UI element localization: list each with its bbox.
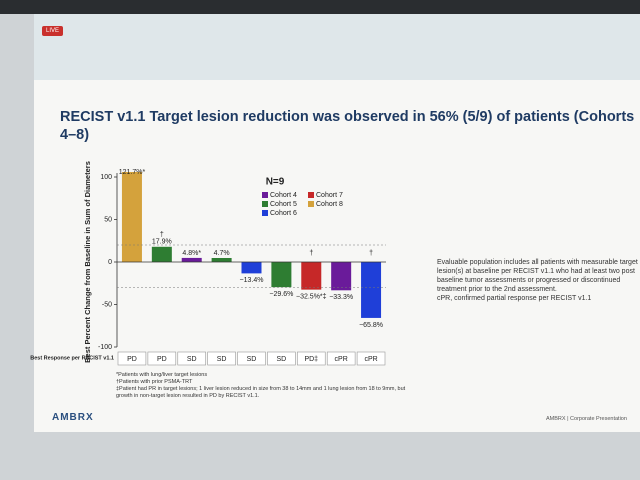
category-cell — [147, 351, 177, 366]
y-tick-label: -50 — [102, 301, 112, 308]
footer: AMBRX | Corporate Presentation — [546, 416, 627, 422]
legend-label: Cohort 7 — [316, 192, 343, 199]
bar — [151, 246, 172, 262]
bar — [361, 262, 382, 318]
category-cell — [177, 351, 206, 366]
bar — [331, 262, 352, 291]
bar — [241, 262, 262, 274]
y-tick-label: 50 — [104, 216, 112, 223]
footnote: ‡Patient had PR in target lesions; 1 liv… — [116, 386, 406, 399]
x-tick-label: SD — [187, 356, 197, 363]
screen-bezel — [0, 0, 640, 14]
category-cell — [326, 351, 356, 366]
category-cell — [237, 351, 266, 366]
logo: AMBRX — [52, 412, 94, 423]
value-label: −29.6% — [269, 291, 293, 298]
header-band — [34, 14, 640, 80]
category-cell — [267, 351, 296, 366]
category-cell — [117, 351, 147, 366]
bar — [211, 258, 232, 262]
y-tick-label: 0 — [108, 259, 112, 266]
value-label: 17.9% — [152, 239, 172, 246]
value-label: −33.3% — [329, 294, 353, 301]
y-tick-label: 100 — [100, 174, 112, 181]
legend-swatch — [262, 201, 268, 207]
legend-label: Cohort 8 — [316, 201, 343, 208]
footnote: †Patients with prior PSMA-TRT — [116, 379, 193, 385]
x-tick-label: cPR — [364, 356, 377, 363]
bar — [301, 262, 322, 290]
n-annotation: N=9 — [266, 177, 285, 188]
x-tick-label: SD — [217, 356, 227, 363]
value-label: −13.4% — [240, 277, 264, 284]
value-label: 4.8%* — [182, 250, 201, 257]
marker: † — [369, 250, 373, 257]
bar — [181, 257, 202, 262]
legend-label: Cohort 6 — [270, 210, 297, 217]
legend-swatch — [308, 201, 314, 207]
legend-swatch — [262, 210, 268, 216]
live-badge: LIVE — [42, 26, 64, 36]
x-tick-label: SD — [277, 356, 287, 363]
x-tick-label: PD — [157, 356, 167, 363]
value-label: −65.8% — [359, 322, 383, 329]
note-text: Evaluable population includes all patien… — [437, 259, 638, 293]
x-tick-label: cPR — [335, 356, 348, 363]
x-tick-label: PD‡ — [304, 356, 318, 363]
category-cell — [297, 351, 326, 366]
value-label: −32.5%*‡ — [296, 293, 327, 300]
marker: † — [309, 250, 313, 257]
y-tick-label: -100 — [98, 344, 112, 351]
row-label: Best Response per RECIST v1.1 — [30, 355, 114, 361]
bar — [271, 262, 292, 288]
legend-swatch — [308, 192, 314, 198]
x-tick-label: PD — [127, 356, 137, 363]
value-label: 121.7%* — [119, 169, 146, 176]
category-cell — [207, 351, 236, 366]
bars — [121, 172, 382, 318]
x-tick-label: SD — [247, 356, 257, 363]
legend-swatch — [262, 192, 268, 198]
footnotes: *Patients with lung/liver target lesions… — [116, 372, 416, 400]
y-axis-label: Best Percent Change from Baseline in Sum… — [83, 161, 92, 363]
note: Evaluable population includes all patien… — [437, 258, 640, 303]
footnote: *Patients with lung/liver target lesions — [116, 372, 208, 378]
note-abbrev: cPR, confirmed partial response per RECI… — [437, 295, 592, 302]
bar — [121, 172, 142, 262]
slide-title: RECIST v1.1 Target lesion reduction was … — [60, 109, 635, 143]
category-cell — [356, 351, 386, 366]
value-label: 4.7% — [214, 250, 230, 257]
marker: † — [160, 232, 164, 239]
legend-label: Cohort 5 — [270, 201, 297, 208]
legend-label: Cohort 4 — [270, 192, 297, 199]
